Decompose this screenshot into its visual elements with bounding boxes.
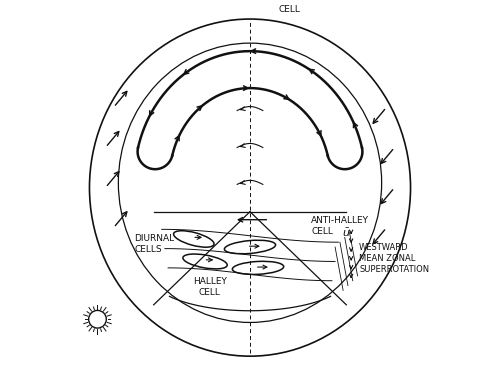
- Text: ANTI-HALLEY
CELL: ANTI-HALLEY CELL: [311, 216, 369, 236]
- Text: $\bar{u}$: $\bar{u}$: [342, 226, 350, 238]
- Text: DIURNAL
CELLS: DIURNAL CELLS: [134, 234, 174, 254]
- Text: WESTWARD
MEAN ZONAL
SUPERROTATION: WESTWARD MEAN ZONAL SUPERROTATION: [359, 243, 430, 274]
- Text: CELL: CELL: [279, 5, 301, 14]
- Text: HALLEY
CELL: HALLEY CELL: [193, 277, 227, 297]
